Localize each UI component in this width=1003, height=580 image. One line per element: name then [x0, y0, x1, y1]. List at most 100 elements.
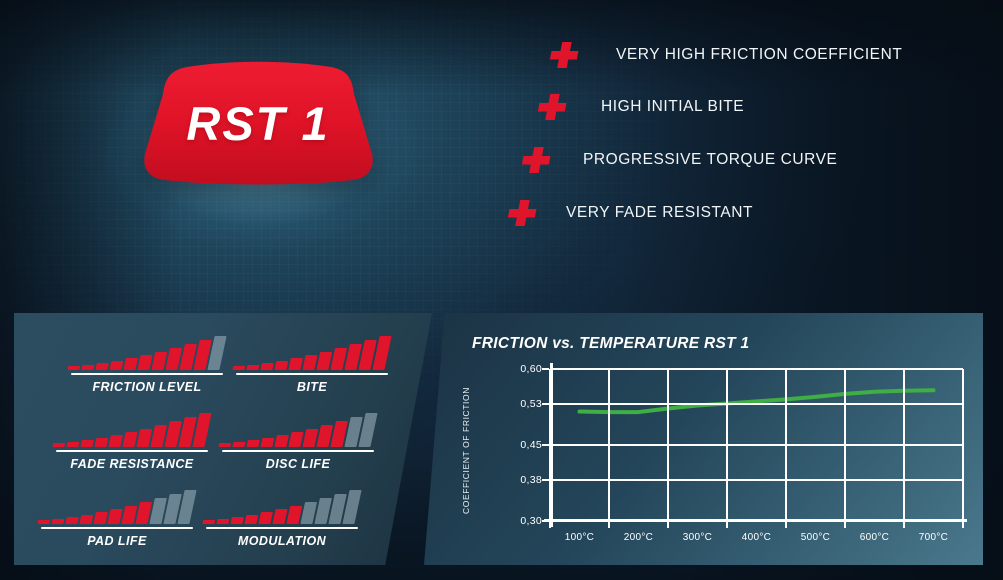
- rating-underline: [222, 450, 374, 452]
- chart-x-tick-label: 400°C: [741, 532, 772, 543]
- chart-y-tick-label: 0,60: [520, 363, 542, 375]
- chart-x-tick-mark: [726, 521, 728, 528]
- feature-label: PROGRESSIVE TORQUE CURVE: [583, 151, 838, 168]
- rating-bars: [218, 413, 378, 447]
- chart-y-tick-mark: [542, 479, 549, 482]
- rating-label: DISC LIFE: [265, 457, 331, 471]
- rating-bar-segment: [246, 440, 260, 447]
- plus-icon: [538, 90, 572, 124]
- chart-x-tick-label: 600°C: [859, 532, 890, 543]
- logo-text: RST 1: [186, 97, 330, 150]
- rating-underline: [41, 527, 193, 529]
- rating-bar-segment: [80, 440, 94, 447]
- feature-item: VERY FADE RESISTANT: [508, 196, 753, 230]
- hero-section: RST 1: [0, 0, 470, 300]
- rating-bar-segment: [65, 517, 79, 524]
- ratings-grid: FRICTION LEVEL BITE FADE RESISTANCE DISC…: [14, 313, 432, 565]
- chart-y-tick-label: 0,45: [520, 439, 542, 451]
- rating-bar-segment: [122, 432, 138, 447]
- rating-bar-segment: [258, 512, 273, 524]
- rating-bar-segment: [109, 360, 124, 370]
- chart-y-tick-label: 0,38: [520, 474, 542, 487]
- rating-bar-segment: [288, 432, 304, 447]
- rating-underline: [236, 373, 388, 375]
- chart-gridline-vertical: [785, 369, 787, 521]
- plus-icon: [522, 143, 556, 177]
- plus-icon: [508, 196, 542, 230]
- rating-underline: [71, 373, 223, 375]
- chart-title: FRICTION vs. TEMPERATURE RST 1: [472, 335, 750, 352]
- chart-gridline-horizontal: [550, 403, 963, 406]
- chart-line-series: [550, 369, 963, 521]
- rating-bars: [232, 336, 392, 370]
- rating-bars: [202, 490, 362, 524]
- rating-bar-segment: [95, 363, 109, 370]
- chart-gridline-vertical: [962, 369, 964, 521]
- rating-item: BITE: [232, 336, 392, 394]
- rating-bar-segment: [66, 441, 80, 447]
- rating-bar-segment: [260, 363, 274, 370]
- rating-bars: [37, 490, 197, 524]
- brake-pad-shape-icon: [144, 61, 373, 185]
- rating-item: FRICTION LEVEL: [67, 336, 227, 394]
- rating-bar-segment: [51, 518, 65, 524]
- feature-label: HIGH INITIAL BITE: [601, 98, 745, 115]
- product-logo: RST 1: [135, 58, 381, 188]
- rating-bar-segment: [202, 520, 216, 524]
- rating-bar-segment: [37, 520, 51, 524]
- rating-item: PAD LIFE: [37, 490, 197, 548]
- rating-bar-segment: [108, 435, 123, 447]
- rating-bar-segment: [137, 355, 153, 370]
- chart-series-line: [580, 390, 934, 412]
- rating-underline: [206, 527, 358, 529]
- rating-bars: [67, 336, 227, 370]
- chart-gridline-horizontal: [550, 520, 963, 522]
- rating-bar-segment: [93, 512, 108, 524]
- chart-gridline-vertical: [903, 369, 905, 521]
- rating-bar-segment: [230, 517, 244, 524]
- rating-bar-segment: [274, 435, 289, 447]
- rating-bar-segment: [79, 514, 94, 524]
- chart-x-tick-mark: [785, 521, 787, 528]
- rating-bar-segment: [274, 360, 289, 370]
- chart-y-tick-mark: [542, 368, 549, 370]
- chart-gridline-vertical: [726, 369, 728, 521]
- chart-gridline-vertical: [549, 369, 551, 521]
- chart-x-tick-mark: [844, 521, 846, 528]
- chart-y-tick-mark: [542, 403, 549, 406]
- chart-x-tick-mark: [549, 521, 551, 528]
- chart-x-tick-label: 500°C: [800, 532, 831, 543]
- rating-bar-segment: [244, 514, 259, 524]
- chart-x-tick-mark: [903, 521, 905, 528]
- chart-x-tick-label: 100°C: [564, 532, 595, 543]
- chart-panel: FRICTION vs. TEMPERATURE RST 1 COEFFICIE…: [424, 313, 983, 565]
- chart-x-tick-label: 300°C: [682, 532, 713, 543]
- rating-bar-segment: [232, 441, 246, 447]
- chart-plot-frame: 0,30 0,38 0,45 0,53 0,60 100°C 200°C 300°C 400°C…: [478, 363, 967, 543]
- rating-bar-segment: [94, 437, 109, 447]
- chart-gridline-horizontal: [550, 368, 963, 370]
- chart-x-tick-mark: [962, 521, 964, 528]
- chart-x-tick-label: 200°C: [623, 532, 654, 543]
- feature-item: PROGRESSIVE TORQUE CURVE: [522, 143, 837, 177]
- rating-item: DISC LIFE: [218, 413, 378, 471]
- feature-item: HIGH INITIAL BITE: [538, 90, 744, 124]
- chart-gridline-vertical: [844, 369, 846, 521]
- rating-label: FADE RESISTANCE: [70, 457, 194, 471]
- rating-bar-segment: [260, 437, 275, 447]
- ratings-panel: FRICTION LEVEL BITE FADE RESISTANCE DISC…: [14, 313, 432, 565]
- chart-y-tick-mark: [542, 520, 549, 522]
- rating-label: FRICTION LEVEL: [92, 380, 202, 394]
- chart-gridline-vertical: [667, 369, 669, 521]
- rating-bar-segment: [67, 366, 81, 370]
- rating-underline: [56, 450, 208, 452]
- chart-x-tick-mark: [608, 521, 610, 528]
- rating-bar-segment: [123, 358, 138, 370]
- rating-bar-segment: [81, 364, 95, 370]
- feature-label: VERY FADE RESISTANT: [566, 204, 754, 221]
- feature-list: VERY HIGH FRICTION COEFFICIENT HIGH INIT…: [470, 0, 1003, 300]
- chart-y-tick-label: 0,30: [520, 515, 542, 527]
- rating-bars: [52, 413, 212, 447]
- rating-item: FADE RESISTANCE: [52, 413, 212, 471]
- rating-item: MODULATION: [202, 490, 362, 548]
